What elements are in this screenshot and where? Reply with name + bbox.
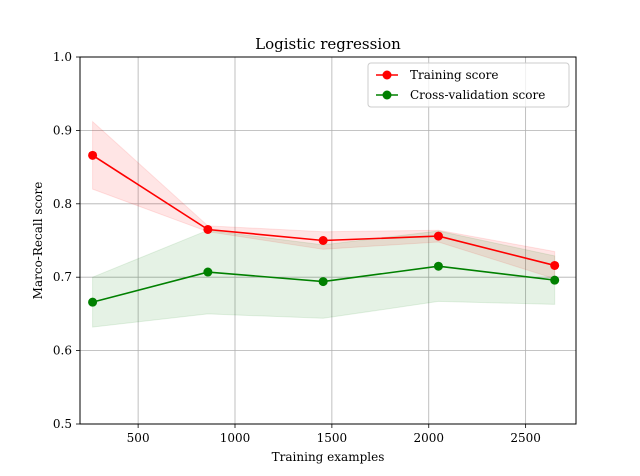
plot-frame: [79, 56, 577, 425]
x-tick-label: 500: [127, 431, 150, 445]
cross-validation-score-point: [318, 277, 328, 287]
training-score-point: [550, 260, 560, 270]
legend-label: Training score: [410, 68, 498, 82]
chart-title: Logistic regression: [255, 35, 401, 53]
y-tick-label: 0.5: [53, 417, 72, 431]
legend-label: Cross-validation score: [410, 88, 545, 102]
x-axis-label: Training examples: [272, 450, 385, 464]
y-tick-label: 1.0: [53, 50, 72, 64]
training-score-point: [88, 150, 98, 160]
training-score-point: [203, 224, 213, 234]
legend-marker: [382, 70, 392, 80]
y-tick-label: 0.8: [53, 197, 72, 211]
y-tick-label: 0.6: [53, 344, 72, 358]
y-axis-ticks: 0.5 0.6 0.7 0.8 0.9 1.0: [53, 50, 80, 431]
cross-validation-score-point: [433, 261, 443, 271]
training-score-point: [433, 231, 443, 241]
x-tick-label: 2000: [413, 431, 444, 445]
y-tick-label: 0.9: [53, 123, 72, 137]
x-tick-label: 1000: [220, 431, 251, 445]
x-tick-label: 1500: [317, 431, 348, 445]
series-points: [88, 150, 560, 307]
y-tick-label: 0.7: [53, 270, 72, 284]
y-axis-label: Marco-Recall score: [31, 182, 45, 300]
legend-box: [367, 62, 570, 108]
cross-validation-score-point: [550, 275, 560, 285]
cross-validation-score-point: [88, 297, 98, 307]
x-axis-ticks: 500 1000 1500 2000 2500: [127, 424, 541, 445]
x-tick-label: 2500: [510, 431, 541, 445]
legend-marker: [382, 90, 392, 100]
cross-validation-score-point: [203, 267, 213, 277]
legend: Training score Cross-validation score: [367, 62, 570, 108]
training-score-point: [318, 236, 328, 245]
